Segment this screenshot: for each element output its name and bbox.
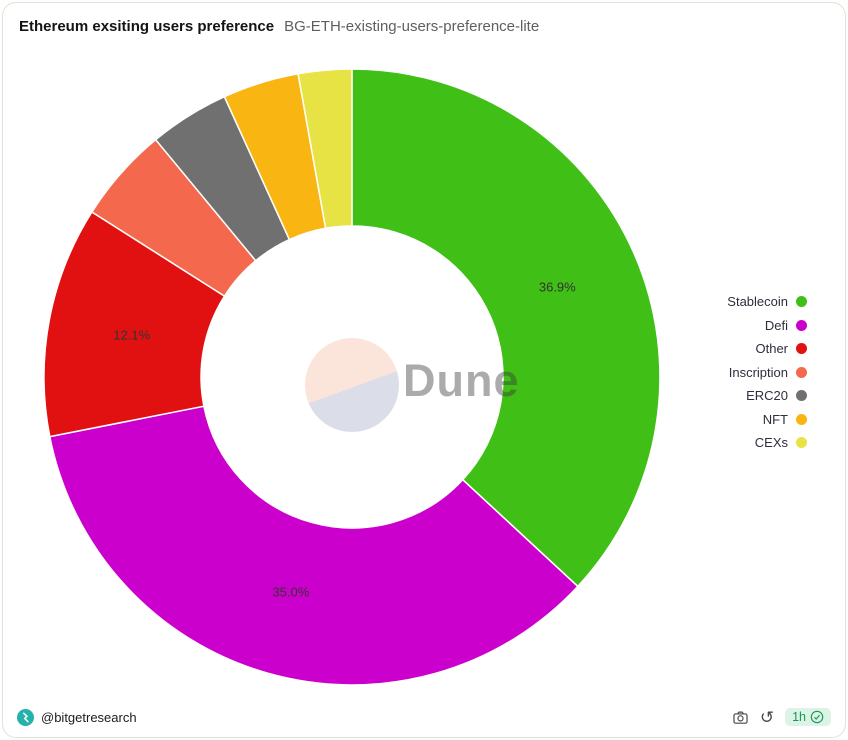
- camera-icon[interactable]: [732, 709, 749, 726]
- bitget-logo-icon[interactable]: [17, 708, 34, 726]
- pie-slice-defi[interactable]: [48, 405, 579, 686]
- footer-actions: ↺ 1h: [732, 708, 831, 726]
- slice-data-label: 36.9%: [539, 279, 576, 294]
- chart-header: Ethereum exsiting users preference BG-ET…: [19, 18, 829, 35]
- chart-legend: Stablecoin Defi Other Inscription ERC20 NFT CE…: [727, 290, 807, 455]
- legend-item-erc20[interactable]: ERC20: [727, 384, 807, 408]
- chart-footer: @bitgetresearch ↺ 1h: [17, 708, 831, 726]
- legend-dot: [796, 319, 807, 331]
- footer-author: @bitgetresearch: [17, 708, 137, 726]
- legend-dot: [796, 390, 807, 402]
- legend-item-nft[interactable]: NFT: [727, 408, 807, 432]
- legend-item-stablecoin[interactable]: Stablecoin: [727, 290, 807, 314]
- legend-label: CEXs: [754, 435, 788, 451]
- donut-chart: 36.9% 35.0% 12.1%: [43, 68, 661, 686]
- legend-item-inscription[interactable]: Inscription: [727, 361, 807, 385]
- refresh-history-icon[interactable]: ↺: [759, 707, 775, 727]
- legend-dot: [796, 413, 807, 425]
- legend-label: ERC20: [746, 388, 788, 404]
- slice-data-label: 12.1%: [113, 328, 150, 343]
- dune-logo-icon: [305, 338, 399, 432]
- legend-dot: [796, 437, 807, 449]
- refresh-interval-label: 1h: [792, 710, 806, 724]
- verified-check-icon: [810, 710, 824, 724]
- legend-dot: [796, 343, 807, 355]
- legend-item-cexs[interactable]: CEXs: [727, 431, 807, 455]
- legend-item-defi[interactable]: Defi: [727, 314, 807, 338]
- legend-label: Inscription: [728, 364, 788, 380]
- slice-data-label: 35.0%: [272, 585, 309, 600]
- legend-label: NFT: [762, 411, 788, 427]
- chart-subtitle: BG-ETH-existing-users-preference-lite: [284, 18, 540, 35]
- legend-dot: [796, 366, 807, 378]
- legend-item-other[interactable]: Other: [727, 337, 807, 361]
- dune-watermark-text: Dune: [403, 355, 520, 406]
- author-handle[interactable]: @bitgetresearch: [41, 709, 137, 725]
- chart-title: Ethereum exsiting users preference: [19, 18, 275, 35]
- pie-slice-stablecoin[interactable]: [351, 68, 661, 588]
- legend-dot: [796, 296, 807, 308]
- legend-label: Other: [755, 341, 788, 357]
- legend-label: Stablecoin: [727, 294, 788, 310]
- legend-label: Defi: [764, 317, 788, 333]
- refresh-interval-badge[interactable]: 1h: [785, 708, 831, 726]
- pie-slice-cexs[interactable]: [297, 68, 353, 230]
